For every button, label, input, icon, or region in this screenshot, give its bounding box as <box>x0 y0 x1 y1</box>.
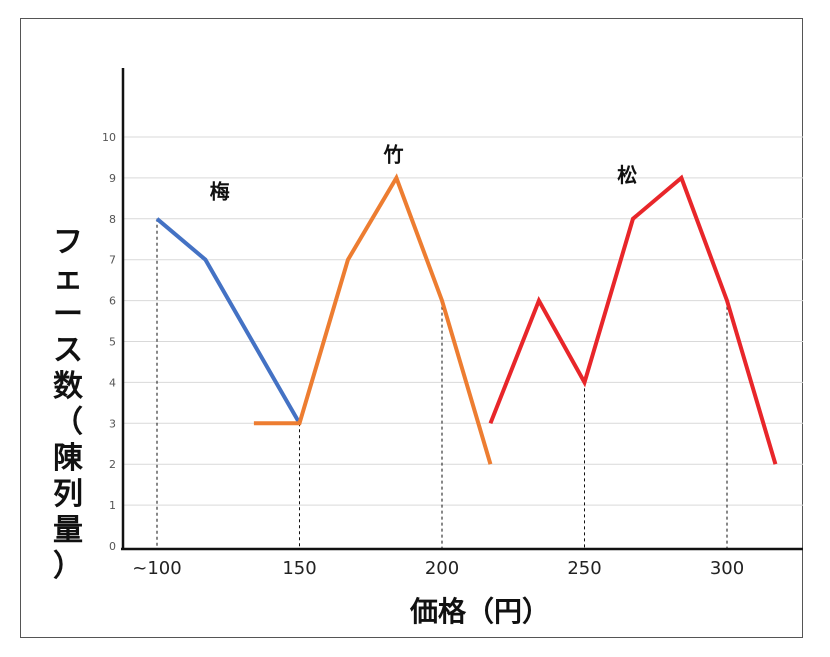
x-tick-label: 300 <box>710 558 744 579</box>
x-tick-label: ~100 <box>132 558 181 579</box>
y-tick-label: 3 <box>109 417 116 430</box>
y-axis-label-char: ） <box>53 549 83 584</box>
y-axis-label: フェース数（陳列量） <box>48 225 88 585</box>
y-tick-label: 10 <box>102 131 116 144</box>
series-label: 竹 <box>383 143 404 167</box>
x-tick-label: 150 <box>282 558 316 579</box>
x-tick-label: 200 <box>425 558 459 579</box>
y-tick-label: 8 <box>109 213 116 226</box>
y-tick-label: 2 <box>109 458 116 471</box>
series-line-2 <box>253 173 493 465</box>
y-axis-label-char: ス <box>53 333 83 368</box>
x-tick-label: 250 <box>567 558 601 579</box>
series-line-3 <box>488 174 778 465</box>
y-axis-label-char: （ <box>53 405 83 440</box>
y-tick-label: 9 <box>109 172 116 185</box>
y-axis-label-char: フ <box>53 225 83 260</box>
y-tick-label: 4 <box>109 376 116 389</box>
y-tick-label: 6 <box>109 295 116 308</box>
series-label: 梅 <box>210 179 230 203</box>
y-tick-label: 7 <box>109 254 116 267</box>
series-label: 松 <box>617 163 637 187</box>
chart-frame <box>20 18 803 638</box>
y-tick-label: 0 <box>109 540 116 553</box>
y-axis-label-char: ェ <box>53 261 83 296</box>
x-axis-label: 価格（円） <box>409 595 550 628</box>
series-line-1 <box>155 217 302 425</box>
y-axis-label-char: 数 <box>53 369 83 404</box>
y-axis-label-char: 列 <box>53 477 83 512</box>
y-axis-label-char: ー <box>53 297 83 332</box>
y-tick-label: 5 <box>109 336 116 349</box>
y-axis-label-char: 量 <box>53 513 83 548</box>
y-axis-label-char: 陳 <box>53 441 83 476</box>
y-tick-label: 1 <box>109 499 116 512</box>
